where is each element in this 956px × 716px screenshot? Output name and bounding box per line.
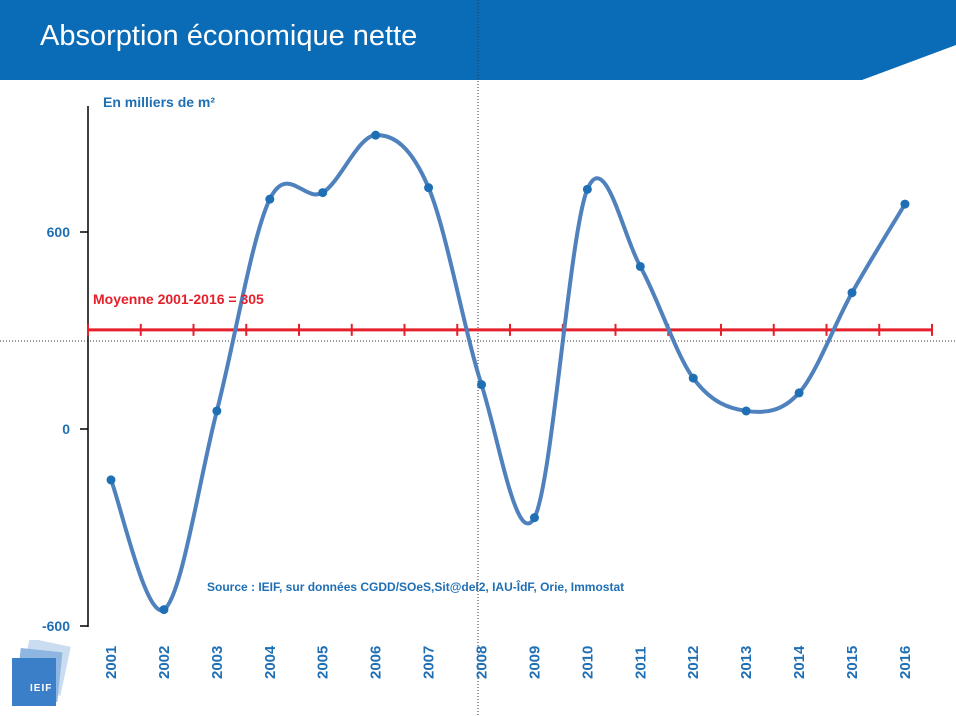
- ieif-logo: [12, 640, 71, 706]
- data-point: [529, 513, 539, 523]
- page-title: Absorption économique nette: [40, 20, 418, 52]
- data-point: [847, 288, 857, 298]
- x-tick-label: 2008: [474, 646, 491, 679]
- x-tick-label: 2015: [844, 646, 861, 679]
- data-point: [900, 199, 910, 209]
- y-tick-label: -600: [42, 618, 70, 634]
- data-point: [159, 605, 169, 615]
- average-label: Moyenne 2001-2016 = 305: [93, 291, 264, 307]
- data-point: [794, 388, 804, 398]
- y-axis-unit-label: En milliers de m²: [103, 94, 216, 110]
- x-tick-label: 2009: [526, 646, 543, 679]
- y-tick-label: 0: [62, 421, 70, 437]
- x-tick-label: 2011: [632, 646, 649, 679]
- x-tick-label: 2005: [315, 646, 332, 679]
- x-tick-label: 2002: [156, 646, 173, 679]
- data-point: [688, 373, 698, 383]
- data-point: [106, 475, 116, 485]
- data-point: [635, 261, 645, 271]
- logo-text: IEIF: [30, 683, 53, 694]
- x-tick-label: 2006: [368, 646, 385, 679]
- series-line: [109, 133, 907, 613]
- y-tick-label: 600: [47, 224, 71, 240]
- source-note: Source : IEIF, sur données CGDD/SOeS,Sit…: [207, 580, 625, 594]
- data-point: [318, 188, 328, 198]
- x-tick-label: 2010: [579, 646, 596, 679]
- x-tick-label: 2001: [103, 646, 120, 679]
- x-tick-label: 2007: [421, 646, 438, 679]
- x-tick-label: 2012: [685, 646, 702, 679]
- x-tick-label: 2004: [262, 645, 279, 679]
- x-tick-label: 2003: [209, 646, 226, 679]
- x-tick-label: 2013: [738, 646, 755, 679]
- data-point: [212, 406, 222, 416]
- x-tick-label: 2014: [791, 645, 808, 679]
- data-point: [477, 380, 487, 390]
- data-point: [265, 194, 275, 204]
- data-point: [371, 130, 381, 140]
- data-point: [741, 406, 751, 416]
- x-tick-label: 2016: [897, 646, 914, 679]
- data-point: [424, 183, 434, 193]
- data-point: [582, 184, 592, 194]
